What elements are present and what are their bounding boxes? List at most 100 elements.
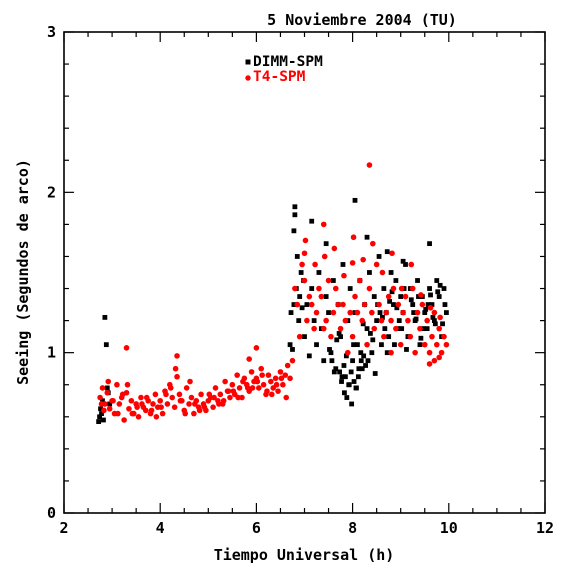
data-point-t4-spm [129, 410, 136, 417]
data-point-t4-spm [431, 309, 438, 316]
data-point-dimm-spm [333, 366, 339, 372]
data-point-dimm-spm [290, 347, 295, 352]
data-point-t4-spm [280, 381, 286, 388]
data-point-t4-spm [176, 391, 183, 398]
data-point-t4-spm [256, 385, 262, 391]
data-point-dimm-spm [336, 331, 342, 336]
data-point-t4-spm [320, 221, 327, 228]
data-point-dimm-spm [370, 337, 376, 343]
data-point-dimm-spm [101, 417, 106, 423]
data-point-dimm-spm [423, 306, 429, 312]
data-point-t4-spm [104, 389, 111, 396]
data-point-t4-spm [97, 394, 103, 401]
data-point-dimm-spm [342, 374, 348, 380]
data-point-dimm-spm [298, 270, 304, 275]
data-point-t4-spm [340, 301, 346, 308]
data-point-dimm-spm [427, 241, 432, 247]
data-point-dimm-spm [355, 342, 360, 348]
data-point-t4-spm [436, 354, 442, 361]
data-point-t4-spm [328, 333, 334, 340]
data-point-t4-spm [379, 269, 386, 276]
data-point-t4-spm [414, 309, 421, 316]
data-point-dimm-spm [417, 342, 423, 348]
data-point-dimm-spm [356, 366, 362, 372]
data-point-dimm-spm [343, 353, 349, 359]
data-point-t4-spm [302, 237, 309, 244]
data-point-dimm-spm [410, 302, 416, 307]
data-point-t4-spm [361, 301, 368, 308]
data-point-t4-spm [289, 357, 296, 364]
data-point-t4-spm [153, 414, 160, 420]
data-point-dimm-spm [367, 331, 373, 336]
y-tick-label: 0 [47, 504, 56, 522]
data-point-t4-spm [222, 378, 228, 385]
data-point-t4-spm [182, 410, 189, 417]
data-point-dimm-spm [288, 310, 294, 315]
data-point-dimm-spm [415, 278, 420, 283]
data-point-dimm-spm [416, 294, 421, 299]
data-point-t4-spm [427, 304, 434, 311]
data-point-dimm-spm [302, 334, 307, 340]
data-point-t4-spm [304, 317, 310, 324]
data-point-t4-spm [248, 369, 255, 375]
data-point-dimm-spm [329, 358, 335, 364]
data-point-dimm-spm [337, 369, 343, 375]
data-point-dimm-spm [442, 302, 448, 307]
x-tick-label: 4 [156, 519, 165, 537]
data-point-t4-spm [412, 349, 418, 356]
data-point-t4-spm [183, 385, 190, 391]
data-point-t4-spm [437, 314, 443, 321]
data-point-dimm-spm [369, 350, 375, 356]
data-point-dimm-spm [355, 374, 361, 380]
data-point-t4-spm [301, 250, 308, 257]
data-point-t4-spm [376, 301, 382, 308]
data-point-t4-spm [191, 410, 197, 417]
data-point-dimm-spm [371, 294, 377, 299]
x-axis-label: Tiempo Universal (h) [214, 546, 395, 564]
legend-marker-t4-spm [245, 75, 251, 81]
data-point-t4-spm [253, 345, 260, 351]
data-point-t4-spm [240, 378, 246, 385]
x-tick-label: 12 [536, 519, 554, 537]
data-point-t4-spm [217, 391, 224, 398]
data-point-dimm-spm [399, 326, 405, 332]
data-point-t4-spm [225, 388, 232, 394]
data-point-dimm-spm [359, 366, 365, 372]
data-point-dimm-spm [377, 310, 383, 315]
data-point-t4-spm [385, 293, 392, 300]
data-point-t4-spm [344, 349, 351, 356]
data-point-dimm-spm [441, 286, 447, 291]
data-point-dimm-spm [350, 358, 355, 364]
data-point-dimm-spm [99, 411, 104, 416]
data-point-t4-spm [275, 388, 281, 394]
data-point-t4-spm [426, 361, 433, 367]
data-point-dimm-spm [443, 310, 449, 315]
data-point-dimm-spm [344, 395, 350, 400]
data-point-dimm-spm [297, 294, 303, 299]
data-point-t4-spm [373, 261, 380, 268]
data-point-dimm-spm [392, 342, 397, 348]
data-point-t4-spm [196, 407, 203, 414]
data-point-dimm-spm [331, 369, 337, 375]
data-point-dimm-spm [311, 318, 317, 323]
data-point-t4-spm [99, 385, 106, 391]
data-point-dimm-spm [306, 353, 312, 359]
data-point-t4-spm [177, 397, 184, 404]
data-point-t4-spm [198, 391, 204, 398]
data-point-t4-spm [360, 256, 366, 263]
data-point-t4-spm [210, 404, 216, 410]
chart-title: 5 Noviembre 2004 (TU) [267, 11, 457, 29]
data-point-t4-spm [128, 397, 135, 404]
y-tick-label: 3 [47, 23, 56, 41]
data-point-dimm-spm [351, 342, 356, 348]
data-point-dimm-spm [287, 342, 293, 348]
data-point-t4-spm [138, 394, 144, 401]
data-point-dimm-spm [429, 302, 435, 307]
data-point-dimm-spm [435, 289, 441, 295]
data-point-dimm-spm [372, 371, 378, 376]
data-point-t4-spm [354, 309, 361, 316]
data-point-t4-spm [124, 381, 131, 388]
data-point-t4-spm [402, 293, 409, 300]
legend-marker-dimm-spm [245, 59, 251, 65]
data-point-t4-spm [405, 317, 411, 324]
